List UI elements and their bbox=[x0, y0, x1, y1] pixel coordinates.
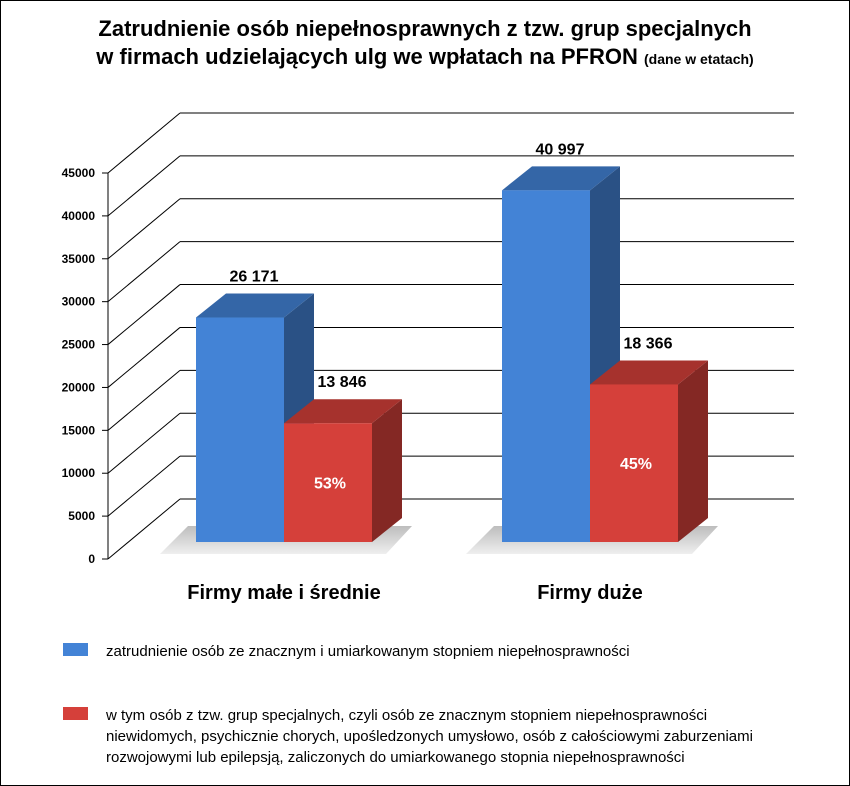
bar-top bbox=[196, 293, 314, 318]
x-category-label: Firmy małe i średnie bbox=[187, 582, 380, 604]
legend-line: rozwojowymi lub epilepsją, zaliczonych d… bbox=[106, 749, 685, 766]
gridline-side bbox=[107, 412, 181, 474]
legend-swatch-red bbox=[63, 707, 88, 720]
gridline-side bbox=[107, 198, 181, 260]
title-unit-note: (dane w etatach) bbox=[644, 51, 754, 67]
gridline-side bbox=[107, 241, 181, 303]
bar bbox=[590, 384, 678, 542]
y-tick-label: 35000 bbox=[62, 252, 96, 266]
y-tick-label: 10000 bbox=[62, 466, 96, 480]
gridline-side bbox=[107, 327, 181, 388]
y-tick-label: 25000 bbox=[62, 338, 96, 352]
bar-side bbox=[678, 360, 708, 542]
legend-line: niewidomych, psychicznie chorych, upośle… bbox=[106, 728, 753, 745]
data-label: 26 171 bbox=[230, 269, 279, 286]
y-tick-label: 20000 bbox=[62, 380, 96, 394]
data-label: 40 997 bbox=[536, 141, 585, 158]
bar bbox=[196, 317, 284, 542]
bar-top bbox=[502, 166, 620, 191]
bar bbox=[502, 190, 590, 542]
gridline-side bbox=[107, 112, 181, 174]
y-tick-label: 30000 bbox=[62, 295, 96, 309]
chart-title: Zatrudnienie osób niepełnosprawnych z tz… bbox=[1, 15, 849, 73]
bar bbox=[284, 423, 372, 542]
percent-label: 53% bbox=[314, 476, 346, 493]
gridline-side bbox=[107, 284, 181, 345]
y-tick-label: 15000 bbox=[62, 423, 96, 437]
x-category-label: Firmy duże bbox=[537, 582, 643, 604]
title-line-2: w firmach udzielających ulg we wpłatach … bbox=[1, 43, 849, 73]
legend-swatch-blue bbox=[63, 643, 88, 656]
legend-label-employment: zatrudnienie osób ze znacznym i umiarkow… bbox=[106, 641, 806, 662]
title-line-2-main: w firmach udzielających ulg we wpłatach … bbox=[96, 44, 638, 69]
percent-label: 45% bbox=[620, 456, 652, 473]
gridline-side bbox=[107, 455, 181, 517]
y-tick-label: 5000 bbox=[68, 509, 95, 523]
bar-side bbox=[372, 399, 402, 542]
data-label: 18 366 bbox=[624, 335, 673, 352]
legend-line: zatrudnienie osób ze znacznym i umiarkow… bbox=[106, 643, 630, 660]
gridline-side bbox=[107, 155, 181, 217]
title-line-1: Zatrudnienie osób niepełnosprawnych z tz… bbox=[98, 16, 752, 41]
y-tick-label: 40000 bbox=[62, 209, 96, 223]
y-tick-label: 0 bbox=[88, 552, 95, 566]
legend-label-special-groups: w tym osób z tzw. grup specjalnych, czyl… bbox=[106, 705, 806, 768]
bar-top bbox=[284, 399, 402, 424]
y-tick-label: 45000 bbox=[62, 166, 96, 180]
data-label: 13 846 bbox=[318, 374, 367, 391]
gridline-side bbox=[107, 369, 181, 431]
gridline-side bbox=[107, 498, 181, 560]
legend-line: w tym osób z tzw. grup specjalnych, czyl… bbox=[106, 707, 708, 724]
bar-top bbox=[590, 360, 708, 385]
